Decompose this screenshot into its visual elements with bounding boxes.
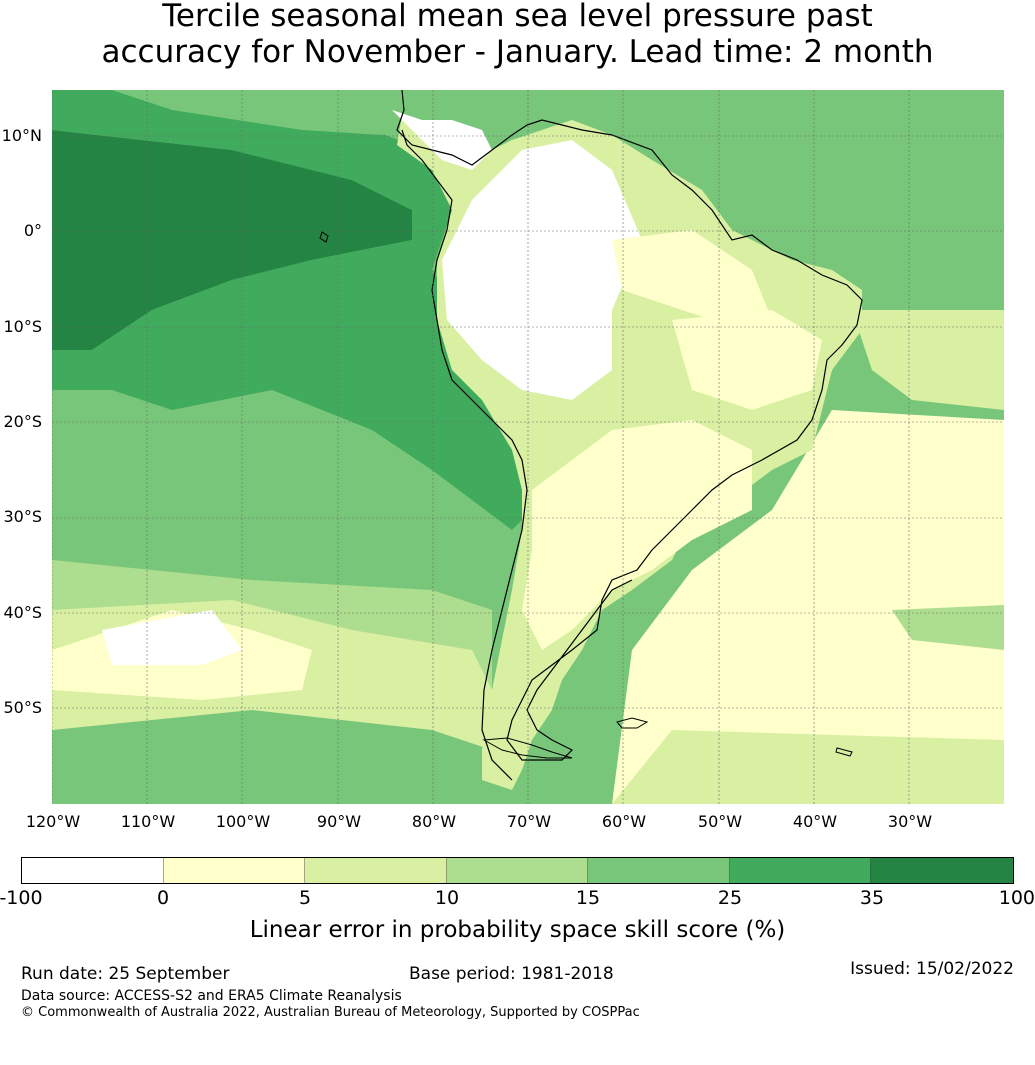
colorbar [21,857,1014,884]
colorbar-tick-5: 5 [298,887,312,909]
base-period: Base period: 1981-2018 [409,964,614,984]
region-pacific-northtop [112,90,452,135]
lat-label-20s: 20°S [3,412,42,431]
region-pacific-dark [52,130,412,350]
lat-label-10s: 10°S [3,317,42,336]
lon-label-120w: 120°W [25,812,81,831]
coastline-falklands [616,717,649,729]
chart-title-line1: Tercile seasonal mean sea level pressure… [162,0,873,34]
region-land-pale [522,420,752,650]
region-atlantic-south [612,410,1004,804]
lon-label-110w: 110°W [120,812,176,831]
lon-label-80w: 80°W [411,812,457,831]
region-far-south [52,710,492,804]
colorbar-segment-25-35 [729,858,872,883]
lat-label-30s: 30°S [3,507,42,526]
lon-label-60w: 60°W [601,812,647,831]
map-panel [52,90,1004,804]
skill-score-map [52,90,1004,804]
region-atlantic-equatorial [732,180,1004,310]
lat-label-50s: 50°S [3,698,42,717]
lon-label-70w: 70°W [506,812,552,831]
region-atlantic-north [572,90,1004,140]
colorbar-tick-minus100: -100 [0,887,43,909]
copyright-notice: © Commonwealth of Australia 2022, Austra… [21,1005,640,1020]
lon-label-40w: 40°W [792,812,838,831]
colorbar-segment-10-15 [447,858,588,883]
colorbar-segment-35-100 [871,858,1014,883]
region-north-coast [392,110,492,170]
colorbar-tick-35: 35 [859,887,885,909]
colorbar-segment-neg [22,858,164,883]
colorbar-tick-100: 100 [998,887,1035,909]
coastline-tierra-del-fuego [482,737,573,759]
region-south-white [102,610,242,665]
lon-label-30w: 30°W [887,812,933,831]
region-atlantic-southfar [612,730,1004,804]
colorbar-segment-0-5 [163,858,306,883]
map-gridlines [52,90,1004,804]
run-date: Run date: 25 September [21,964,230,984]
region-andes-pale [612,230,772,320]
region-atlantic-southeast [892,605,1004,650]
region-andes-white [442,140,642,400]
lon-label-90w: 90°W [316,812,362,831]
region-pacific-mid [52,90,532,530]
lon-label-50w: 50°W [697,812,743,831]
chart-title-line2: accuracy for November - January. Lead ti… [101,34,934,70]
issued-date: Issued: 15/02/2022 [850,959,1014,979]
region-atlantic-central [852,310,1004,410]
region-amazon-pale [672,310,822,410]
colorbar-tick-25: 25 [717,887,743,909]
colorbar-segment-15-25 [587,858,730,883]
colorbar-segment-5-10 [305,858,448,883]
colorbar-label: Linear error in probability space skill … [249,917,786,943]
lat-label-0: 0° [23,221,42,240]
coastline-south-georgia [835,747,853,757]
colorbar-tick-10: 10 [434,887,460,909]
colorbar-tick-15: 15 [575,887,601,909]
lat-label-10n: 10°N [1,126,42,145]
lon-label-100w: 100°W [215,812,271,831]
coastline-galapagos [319,231,329,243]
region-pacific-northwest [52,90,122,130]
coastline-south-america [396,90,863,781]
data-source: Data source: ACCESS-S2 and ERA5 Climate … [21,988,402,1004]
lat-label-40s: 40°S [3,603,42,622]
colorbar-tick-0: 0 [156,887,170,909]
